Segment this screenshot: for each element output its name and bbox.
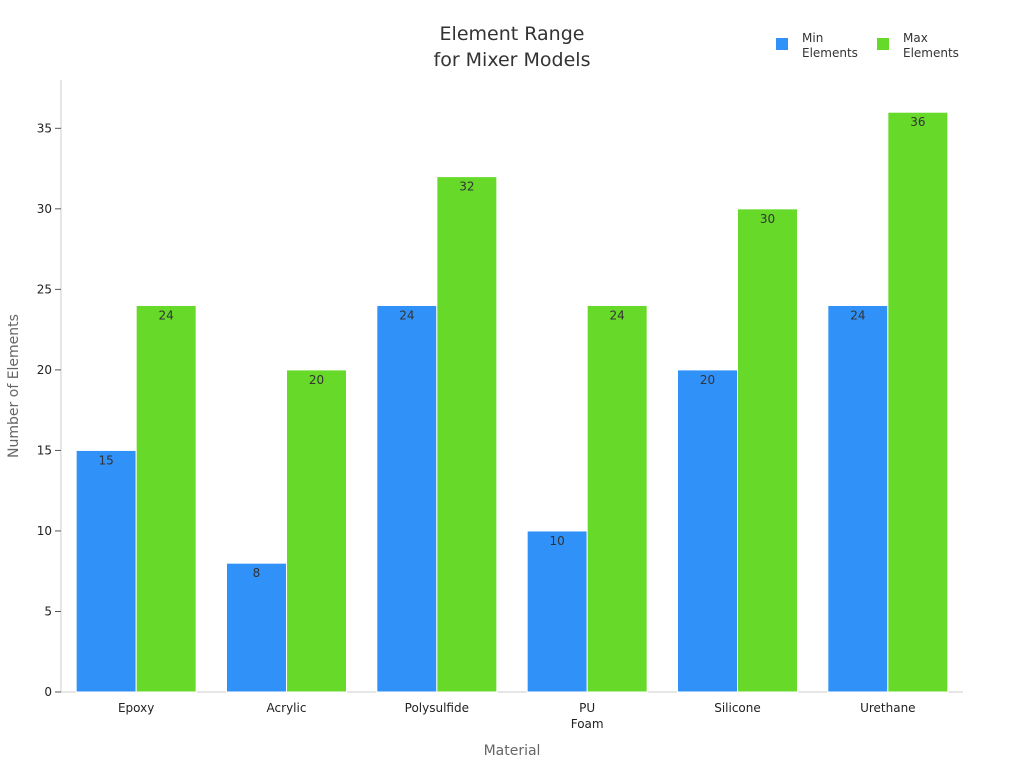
data-label: 24 xyxy=(850,308,865,322)
chart-legend: Min Elements Max Elements xyxy=(776,31,959,60)
x-tick-label: Acrylic xyxy=(267,701,307,715)
data-label: 20 xyxy=(700,373,715,387)
y-tick-label: 0 xyxy=(44,685,52,699)
x-axis-label: Material xyxy=(484,743,541,759)
y-tick-label: 5 xyxy=(44,604,52,618)
legend-swatch xyxy=(877,38,889,50)
y-tick-label: 10 xyxy=(37,524,52,538)
data-label: 20 xyxy=(309,373,324,387)
data-label: 10 xyxy=(550,534,565,548)
bar-min xyxy=(376,304,438,693)
x-tick-label: Urethane xyxy=(860,701,916,715)
data-label: 15 xyxy=(99,453,114,467)
bar-min xyxy=(677,369,738,693)
chart-title: Element Range for Mixer Models xyxy=(434,23,591,71)
x-tick-label: Silicone xyxy=(714,701,761,715)
data-label: 30 xyxy=(760,212,775,226)
legend-label: Max Elements xyxy=(903,31,959,60)
bar-min xyxy=(526,530,588,693)
data-label: 32 xyxy=(459,180,474,194)
y-tick-label: 15 xyxy=(37,443,52,457)
y-tick-label: 35 xyxy=(37,121,52,135)
bar-max xyxy=(436,176,498,693)
x-tick-label: Polysulfide xyxy=(405,701,469,715)
x-tick-label: PU Foam xyxy=(571,701,604,731)
legend-label: Min Elements xyxy=(802,31,858,60)
data-label: 24 xyxy=(399,308,414,322)
data-label: 36 xyxy=(910,115,925,129)
y-axis: 0 5 10 15 20 25 30 35 xyxy=(37,80,62,699)
data-label: 24 xyxy=(159,308,174,322)
bar-max xyxy=(737,208,798,693)
legend-swatch xyxy=(776,38,788,50)
bar-min xyxy=(226,562,287,693)
y-tick-label: 25 xyxy=(37,282,52,296)
bars-group xyxy=(75,111,949,693)
bar-max xyxy=(887,111,949,693)
y-tick-label: 20 xyxy=(37,363,52,377)
data-label: 8 xyxy=(253,566,261,580)
bar-max xyxy=(135,304,197,693)
x-axis: Epoxy Acrylic Polysulfide PU Foam Silicone Ure… xyxy=(61,691,963,731)
bar-max xyxy=(286,369,347,693)
data-label: 24 xyxy=(610,308,625,322)
bar-min xyxy=(75,449,137,693)
data-labels-group: 15 24 8 20 24 32 10 24 20 30 24 36 xyxy=(99,115,926,580)
bar-min xyxy=(827,304,889,693)
y-tick-label: 30 xyxy=(37,202,52,216)
y-axis-label: Number of Elements xyxy=(6,314,22,458)
x-tick-label: Epoxy xyxy=(118,701,154,715)
bar-max xyxy=(586,304,648,693)
